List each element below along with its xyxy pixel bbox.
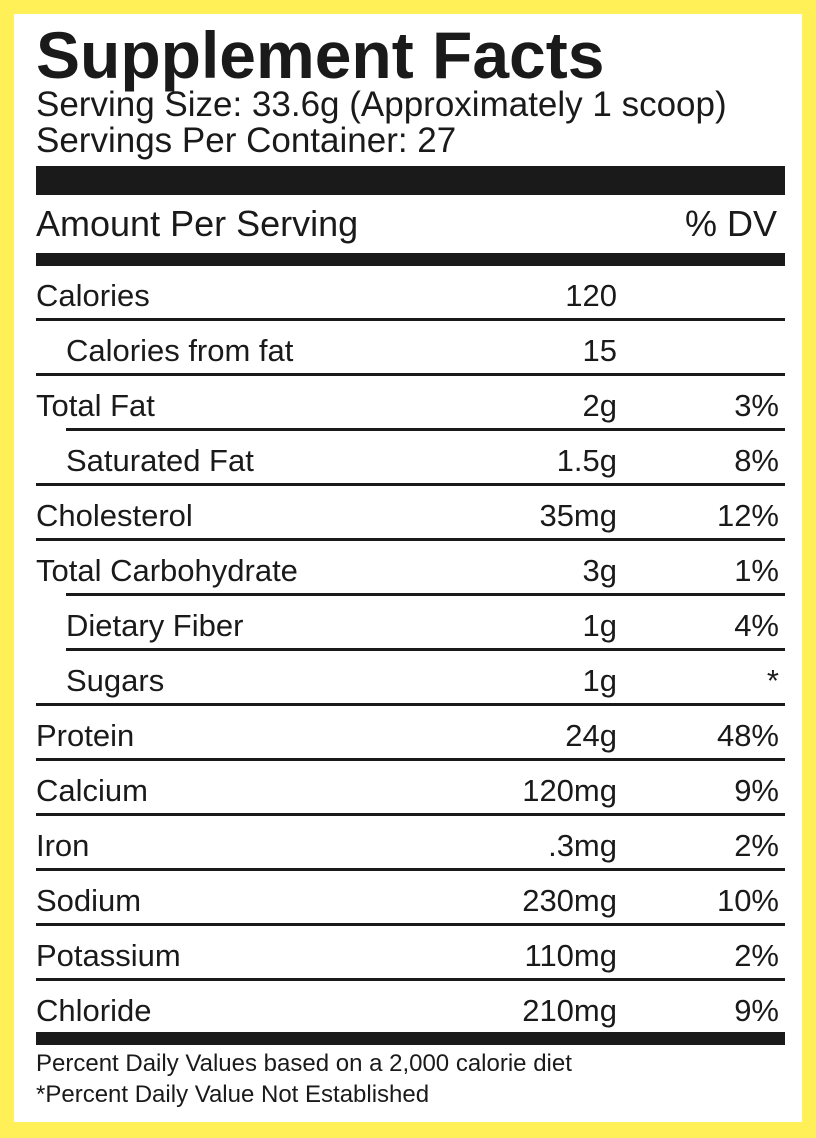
nutrient-row-calories-from-fat: Calories from fat 15 (14, 321, 802, 376)
row-divider (66, 593, 785, 596)
nutrient-name: Chloride (36, 993, 152, 1028)
nutrient-amount: 24g (565, 718, 617, 753)
nutrient-row-potassium: Potassium 110mg 2% (14, 926, 802, 981)
nutrient-row-protein: Protein 24g 48% (14, 706, 802, 761)
nutrient-row-chloride: Chloride 210mg 9% (14, 981, 802, 1036)
row-divider (36, 538, 785, 541)
nutrient-amount: 3g (582, 553, 617, 588)
nutrient-dv: 2% (734, 828, 779, 863)
nutrient-amount: 15 (582, 333, 617, 368)
nutrient-row-total-carbohydrate: Total Carbohydrate 3g 1% (14, 541, 802, 596)
row-divider (36, 868, 785, 871)
row-divider (36, 703, 785, 706)
amount-per-serving-header: Amount Per Serving (36, 203, 359, 244)
nutrient-dv: 9% (734, 773, 779, 808)
row-divider (36, 318, 785, 321)
footnote-not-established: *Percent Daily Value Not Established (36, 1081, 430, 1108)
nutrient-name: Calcium (36, 773, 148, 808)
nutrient-amount: 230mg (522, 883, 617, 918)
nutrient-amount: .3mg (548, 828, 617, 863)
dv-header: % DV (684, 203, 777, 244)
nutrient-dv: * (766, 663, 779, 698)
supplement-facts-panel: Supplement Facts Serving Size: 33.6g (Ap… (14, 14, 802, 1122)
nutrient-name: Sugars (66, 663, 165, 698)
nutrient-row-sodium: Sodium 230mg 10% (14, 871, 802, 926)
nutrient-name: Sodium (36, 883, 142, 918)
nutrient-amount: 120mg (522, 773, 617, 808)
nutrient-amount: 120 (565, 278, 617, 313)
nutrient-amount: 1g (582, 608, 617, 643)
nutrient-dv: 9% (734, 993, 779, 1028)
row-divider (36, 923, 785, 926)
row-divider (66, 428, 785, 431)
nutrient-amount: 1g (582, 663, 617, 698)
nutrient-dv: 1% (734, 553, 779, 588)
nutrient-name: Potassium (36, 938, 181, 973)
footnote-daily-values: Percent Daily Values based on a 2,000 ca… (36, 1050, 572, 1077)
nutrient-name: Cholesterol (36, 498, 193, 533)
servings-per-container: Servings Per Container: 27 (36, 121, 457, 160)
thick-divider-bottom (36, 1032, 785, 1045)
label-title: Supplement Facts (36, 18, 605, 92)
nutrient-row-saturated-fat: Saturated Fat 1.5g 8% (14, 431, 802, 486)
nutrient-dv: 3% (734, 388, 779, 423)
nutrient-dv: 8% (734, 443, 779, 478)
nutrient-name: Dietary Fiber (66, 608, 244, 643)
row-divider (66, 648, 785, 651)
nutrient-dv: 12% (716, 498, 779, 533)
nutrient-row-total-fat: Total Fat 2g 3% (14, 376, 802, 431)
nutrient-row-calcium: Calcium 120mg 9% (14, 761, 802, 816)
nutrient-dv: 10% (716, 883, 779, 918)
row-divider (36, 978, 785, 981)
nutrient-name: Total Fat (36, 388, 155, 423)
nutrient-row-iron: Iron .3mg 2% (14, 816, 802, 871)
nutrient-name: Calories (36, 278, 150, 313)
nutrient-row-dietary-fiber: Dietary Fiber 1g 4% (14, 596, 802, 651)
nutrient-name: Calories from fat (66, 333, 294, 368)
nutrient-dv: 4% (734, 608, 779, 643)
serving-size: Serving Size: 33.6g (Approximately 1 sco… (36, 85, 727, 124)
nutrient-name: Saturated Fat (66, 443, 254, 478)
nutrient-row-calories: Calories 120 (14, 266, 802, 321)
row-divider (36, 483, 785, 486)
nutrient-dv: 2% (734, 938, 779, 973)
nutrient-rows: Calories 120 Calories from fat 15 Total … (14, 266, 802, 1036)
nutrient-amount: 1.5g (556, 443, 617, 478)
nutrient-name: Total Carbohydrate (36, 553, 298, 588)
nutrient-amount: 110mg (524, 938, 618, 973)
nutrient-amount: 2g (582, 388, 617, 423)
nutrient-amount: 210mg (522, 993, 617, 1028)
nutrient-name: Iron (36, 828, 90, 863)
nutrient-row-sugars: Sugars 1g * (14, 651, 802, 706)
row-divider (36, 813, 785, 816)
nutrient-name: Protein (36, 718, 135, 753)
thick-divider-middle (36, 253, 785, 266)
nutrient-row-cholesterol: Cholesterol 35mg 12% (14, 486, 802, 541)
row-divider (36, 373, 785, 376)
nutrient-dv: 48% (716, 718, 779, 753)
nutrient-amount: 35mg (539, 498, 617, 533)
row-divider (36, 758, 785, 761)
thick-divider-top (36, 166, 785, 195)
